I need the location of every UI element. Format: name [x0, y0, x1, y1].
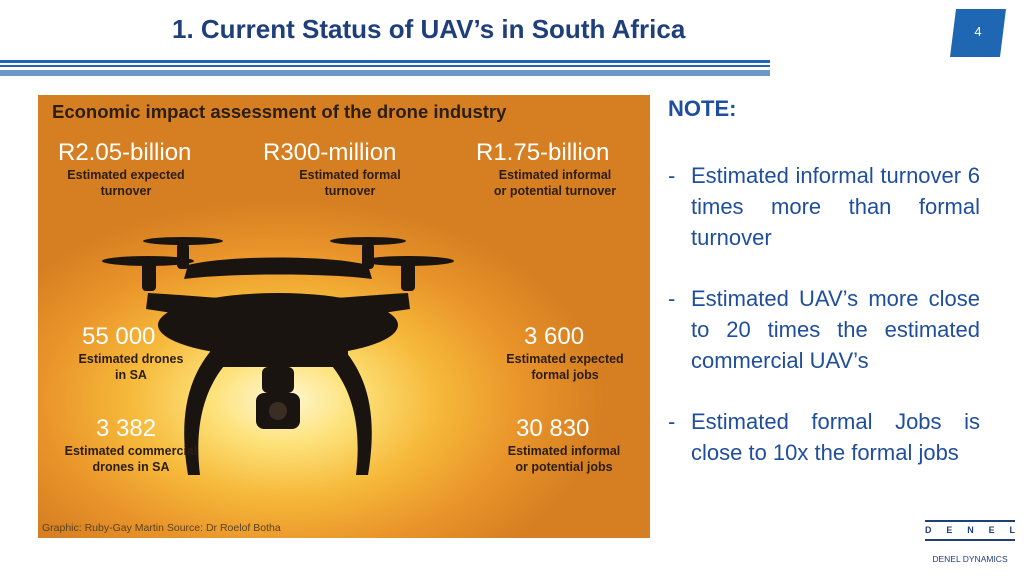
infographic-heading: Economic impact assessment of the drone … — [52, 101, 507, 122]
page-number-badge: 4 — [950, 9, 1006, 57]
header-rule-middle — [0, 65, 770, 67]
logo-letter: D — [925, 525, 932, 535]
stat-caption-line: Estimated expected — [67, 168, 185, 182]
drone-silhouette-image — [102, 237, 454, 475]
logo-subtitle: DENEL DYNAMICS — [932, 554, 1008, 564]
stat-caption: Estimated expected formal jobs — [482, 351, 648, 383]
note-bullet-text: Estimated UAV’s more close to 20 times t… — [691, 286, 980, 373]
note-bullet-text: Estimated formal Jobs is close to 10x th… — [691, 409, 980, 465]
note-bullet: - Estimated UAV’s more close to 20 times… — [668, 283, 980, 376]
stat-caption-line: turnover — [100, 184, 152, 198]
bullet-dash: - — [668, 286, 676, 311]
stat-caption-line: in SA — [115, 368, 147, 382]
bullet-dash: - — [668, 163, 676, 188]
stat-value: 3 600 — [524, 323, 585, 350]
stat-caption-line: Estimated informal — [507, 444, 621, 458]
stat-caption: Estimated informal or potential jobs — [484, 443, 644, 475]
logo-letter: E — [946, 525, 953, 535]
bullet-dash: - — [668, 409, 676, 434]
stat-caption-line: Estimated expected — [506, 352, 624, 366]
logo-letter: L — [1009, 525, 1015, 535]
stat-value: R300-million — [263, 139, 397, 166]
slide-title: 1. Current Status of UAV’s in South Afri… — [172, 14, 686, 44]
note-bullet-text: Estimated informal turnover 6 times more… — [691, 163, 980, 250]
denel-logo: D E N E L DENEL DYNAMICS — [925, 520, 1015, 568]
stat-value: R1.75-billion — [476, 139, 610, 166]
stat-value: 55 000 — [82, 323, 156, 350]
note-bullet: - Estimated formal Jobs is close to 10x … — [668, 406, 980, 468]
stat-value: 3 382 — [96, 415, 157, 442]
note-title: NOTE: — [668, 96, 737, 121]
logo-bar-bottom — [925, 539, 1015, 541]
stat-caption-line: turnover — [324, 184, 376, 198]
page-badge-shape — [950, 9, 1006, 57]
logo-letters: D E N E L — [925, 525, 1015, 535]
stat-caption-line: or potential turnover — [493, 184, 617, 198]
stat-caption: Estimated informal or potential turnover — [472, 167, 638, 199]
stat-value: 30 830 — [516, 415, 590, 442]
note-panel: NOTE: - Estimated informal turnover 6 ti… — [668, 96, 980, 498]
stat-caption-line: Estimated drones — [78, 352, 184, 366]
stat-caption-line: Estimated informal — [498, 168, 612, 182]
stat-caption-line: Estimated commercial — [64, 444, 198, 458]
logo-letter: N — [967, 525, 974, 535]
stat-caption-line: or potential jobs — [515, 460, 613, 474]
drone-infographic: Economic impact assessment of the drone … — [38, 95, 650, 538]
stat-caption: Estimated expected turnover — [46, 167, 206, 199]
logo-bar-top — [925, 520, 1015, 522]
note-bullet: - Estimated informal turnover 6 times mo… — [668, 160, 980, 253]
stat-caption-line: Estimated formal — [299, 168, 401, 182]
stat-value: R2.05-billion — [58, 139, 192, 166]
logo-letter: E — [988, 525, 995, 535]
stat-caption: Estimated drones in SA — [54, 351, 208, 383]
graphic-credit: Graphic: Ruby-Gay Martin Source: Dr Roel… — [42, 522, 281, 534]
header-rule-top — [0, 60, 770, 63]
header-rule-bottom — [0, 70, 770, 76]
stat-caption-line: drones in SA — [92, 460, 170, 474]
page-number: 4 — [974, 24, 982, 39]
stat-caption: Estimated commercial drones in SA — [42, 443, 220, 475]
stat-caption-line: formal jobs — [531, 368, 599, 382]
stat-caption: Estimated formal turnover — [266, 167, 434, 199]
